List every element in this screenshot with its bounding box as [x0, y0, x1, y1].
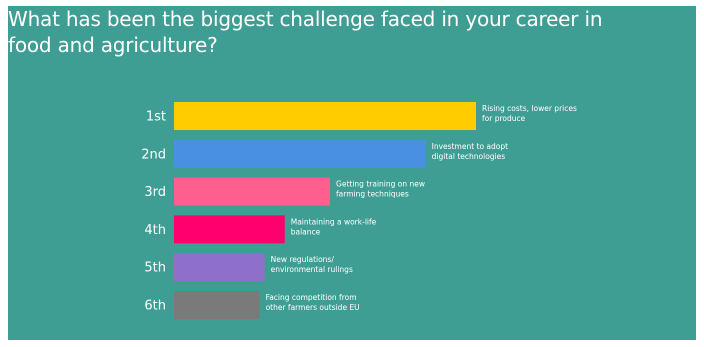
bar-annotation-line: for produce	[482, 114, 526, 123]
bar-annotation-line: other farmers outside EU	[266, 303, 360, 312]
bar-annotation-line: farming techniques	[336, 190, 409, 199]
bar-annotation-line: New regulations/	[271, 255, 335, 264]
rank-label: 5th	[144, 261, 166, 276]
bar-annotation: Investment to adopt digital technologies	[432, 142, 508, 161]
bar	[174, 215, 285, 244]
bar	[174, 102, 476, 130]
bar	[174, 139, 426, 168]
bar-annotation-line: digital technologies	[432, 152, 506, 161]
bar	[174, 291, 260, 319]
chart-title: What has been the biggest challenge face…	[8, 7, 603, 57]
bar-annotation: Maintaining a work-life balance	[291, 217, 377, 236]
bar-annotation: Rising costs, lower prices for produce	[482, 104, 577, 123]
bar-annotation-line: Maintaining a work-life	[291, 217, 377, 226]
rank-label: 6th	[144, 299, 166, 314]
bar-annotation-line: balance	[291, 227, 321, 236]
bar-annotation: Facing competition from other farmers out…	[266, 293, 360, 312]
bar	[174, 253, 265, 282]
bar-annotation-line: Facing competition from	[266, 293, 357, 302]
bar-annotation-line: environmental rulings	[271, 265, 353, 274]
rank-label: 4th	[144, 223, 166, 238]
bar-annotation: Getting training on new farming technique…	[336, 180, 425, 199]
rank-label: 2nd	[141, 147, 166, 162]
rank-label: 3rd	[144, 185, 166, 200]
bar-annotation-line: Investment to adopt	[432, 142, 508, 151]
bar-annotation-line: Getting training on new	[336, 180, 425, 189]
chart-panel	[8, 6, 696, 340]
bar	[174, 177, 331, 206]
bar-annotation: New regulations/environmental rulings	[271, 255, 353, 274]
bar-annotation-line: Rising costs, lower prices	[482, 104, 577, 113]
rank-label: 1st	[146, 110, 166, 125]
